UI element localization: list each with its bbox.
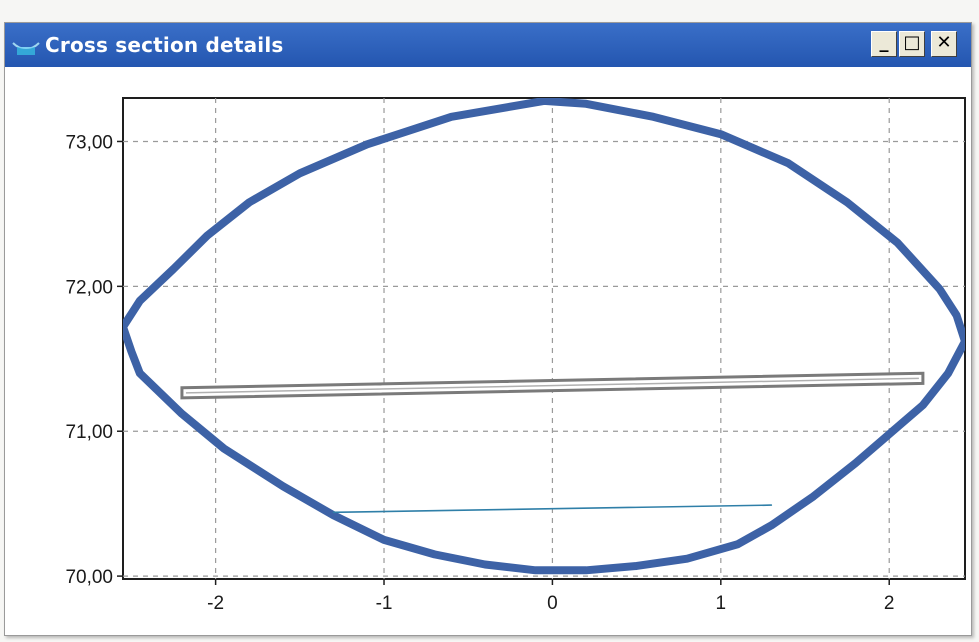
cross-section-chart: -2 -1 0 1 2 70,00 71,00 72,00 73,00: [65, 97, 966, 614]
minimize-button[interactable]: _: [871, 31, 897, 57]
x-tick-label: -2: [207, 593, 224, 614]
series: [123, 98, 965, 575]
water-channel-icon: [12, 42, 40, 55]
maximize-button[interactable]: □: [899, 31, 925, 57]
cross-section-outline: [123, 98, 965, 575]
x-tick-label: 2: [884, 593, 895, 614]
close-button[interactable]: ✕: [931, 31, 957, 57]
x-tick-label: -1: [376, 593, 393, 614]
y-tick-label: 70,00: [65, 567, 113, 588]
bridge-deck-inner-line: [185, 377, 919, 394]
water-level-line: [332, 504, 773, 514]
axis-ticks: -2 -1 0 1 2 70,00 71,00 72,00 73,00: [65, 132, 894, 614]
y-tick-label: 72,00: [65, 277, 113, 298]
plot-area: [122, 97, 966, 580]
x-tick-label: 1: [716, 593, 727, 614]
x-tick-label: 0: [547, 593, 558, 614]
y-tick-label: 73,00: [65, 132, 113, 153]
window-title: Cross section details: [45, 33, 284, 57]
title-bar[interactable]: Cross section details _ □ ✕: [5, 23, 971, 67]
grid: [123, 98, 965, 579]
y-tick-label: 71,00: [65, 422, 113, 443]
cross-section-window: Cross section details _ □ ✕ -2 -1 0 1 2 70,00…: [4, 22, 972, 636]
